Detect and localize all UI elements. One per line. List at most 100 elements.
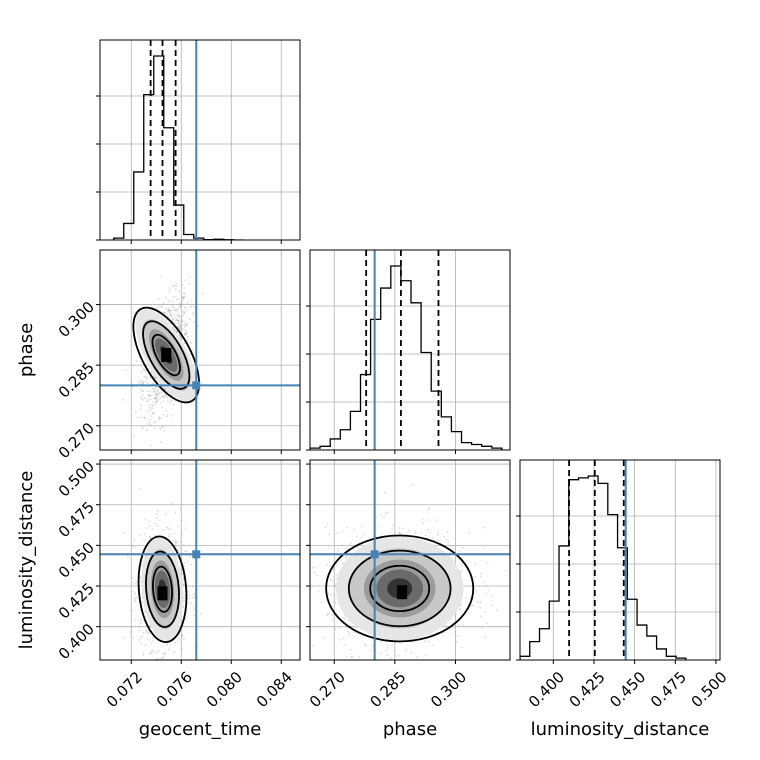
scatter-point (185, 322, 188, 325)
scatter-point (171, 399, 174, 402)
scatter-point (330, 593, 333, 595)
scatter-point (199, 612, 202, 615)
scatter-point (131, 545, 134, 548)
scatter-point (411, 666, 413, 668)
scatter-point (161, 406, 164, 409)
scatter-point (155, 394, 157, 397)
scatter-point (173, 651, 176, 653)
scatter-point (183, 306, 186, 309)
scatter-point (141, 398, 144, 401)
scatter-point (179, 328, 182, 331)
scatter-point (185, 333, 188, 335)
scatter-point (169, 314, 172, 317)
contour-line (145, 550, 180, 628)
scatter-point (166, 526, 169, 529)
scatter-point (140, 371, 143, 374)
scatter-point (455, 635, 458, 638)
scatter-point (183, 312, 186, 315)
scatter-point (133, 538, 136, 541)
scatter-point (384, 649, 387, 652)
scatter-point (179, 547, 182, 550)
scatter-point (179, 326, 182, 329)
scatter-point (160, 657, 163, 660)
histogram-phase (310, 265, 503, 450)
scatter-point (134, 598, 136, 601)
scatter-point (151, 407, 154, 410)
scatter-point (344, 617, 346, 619)
scatter-point (155, 389, 158, 392)
scatter-point (178, 327, 181, 329)
scatter-point (172, 306, 175, 308)
contour-line (347, 549, 452, 628)
scatter-point (479, 572, 482, 575)
scatter-point (468, 532, 471, 535)
scatter-point (188, 594, 191, 597)
scatter-point (399, 641, 401, 644)
scatter-point (323, 637, 326, 640)
scatter-point (155, 397, 158, 400)
scatter-point (148, 652, 151, 655)
scatter-point (160, 426, 163, 429)
scatter-point (132, 365, 135, 367)
scatter-point (181, 635, 184, 638)
scatter-point (450, 545, 453, 547)
scatter-point (151, 411, 154, 414)
density-layer (122, 275, 508, 680)
scatter-point (178, 324, 181, 327)
scatter-point (174, 511, 177, 514)
x-tick-label: 0.080 (203, 668, 246, 711)
scatter-point (311, 566, 314, 569)
scatter-point (327, 613, 329, 615)
scatter-point (184, 311, 186, 313)
scatter-point (401, 527, 404, 530)
scatter-point (183, 638, 185, 641)
scatter-point (143, 539, 146, 541)
scatter-point (340, 544, 343, 547)
scatter-point (486, 562, 489, 565)
scatter-point (144, 533, 146, 535)
scatter-point (147, 410, 150, 413)
scatter-point (178, 324, 181, 327)
scatter-point (147, 400, 150, 402)
scatter-point (138, 638, 141, 641)
scatter-point (154, 522, 157, 525)
scatter-point (184, 324, 187, 327)
scatter-point (145, 629, 148, 632)
scatter-point (324, 526, 327, 529)
scatter-point (168, 311, 170, 313)
scatter-point (168, 309, 171, 312)
scatter-point (139, 388, 142, 391)
scatter-point (177, 322, 180, 325)
scatter-point (139, 534, 142, 537)
scatter-point (168, 535, 171, 538)
scatter-point (398, 532, 401, 534)
scatter-point (157, 386, 160, 389)
scatter-point (176, 331, 178, 334)
scatter-point (483, 581, 486, 583)
scatter-point (141, 380, 144, 382)
scatter-point (332, 568, 335, 571)
scatter-point (133, 594, 136, 596)
scatter-point (181, 320, 184, 323)
scatter-point (148, 403, 151, 406)
scatter-point (421, 678, 423, 680)
scatter-point (449, 551, 452, 554)
scatter-point (341, 617, 344, 619)
scatter-point (169, 401, 172, 404)
scatter-point (141, 601, 143, 604)
scatter-point (458, 624, 460, 627)
scatter-point (364, 643, 367, 646)
scatter-point (487, 589, 490, 592)
scatter-point (160, 440, 162, 443)
scatter-point (175, 288, 177, 290)
scatter-point (157, 650, 160, 653)
scatter-point (184, 333, 187, 336)
scatter-point (386, 654, 389, 657)
scatter-point (327, 547, 330, 549)
scatter-point (160, 275, 163, 278)
scatter-point (154, 392, 157, 395)
scatter-point (339, 559, 342, 561)
scatter-point (334, 628, 337, 631)
scatter-point (182, 543, 185, 546)
scatter-point (180, 325, 183, 327)
